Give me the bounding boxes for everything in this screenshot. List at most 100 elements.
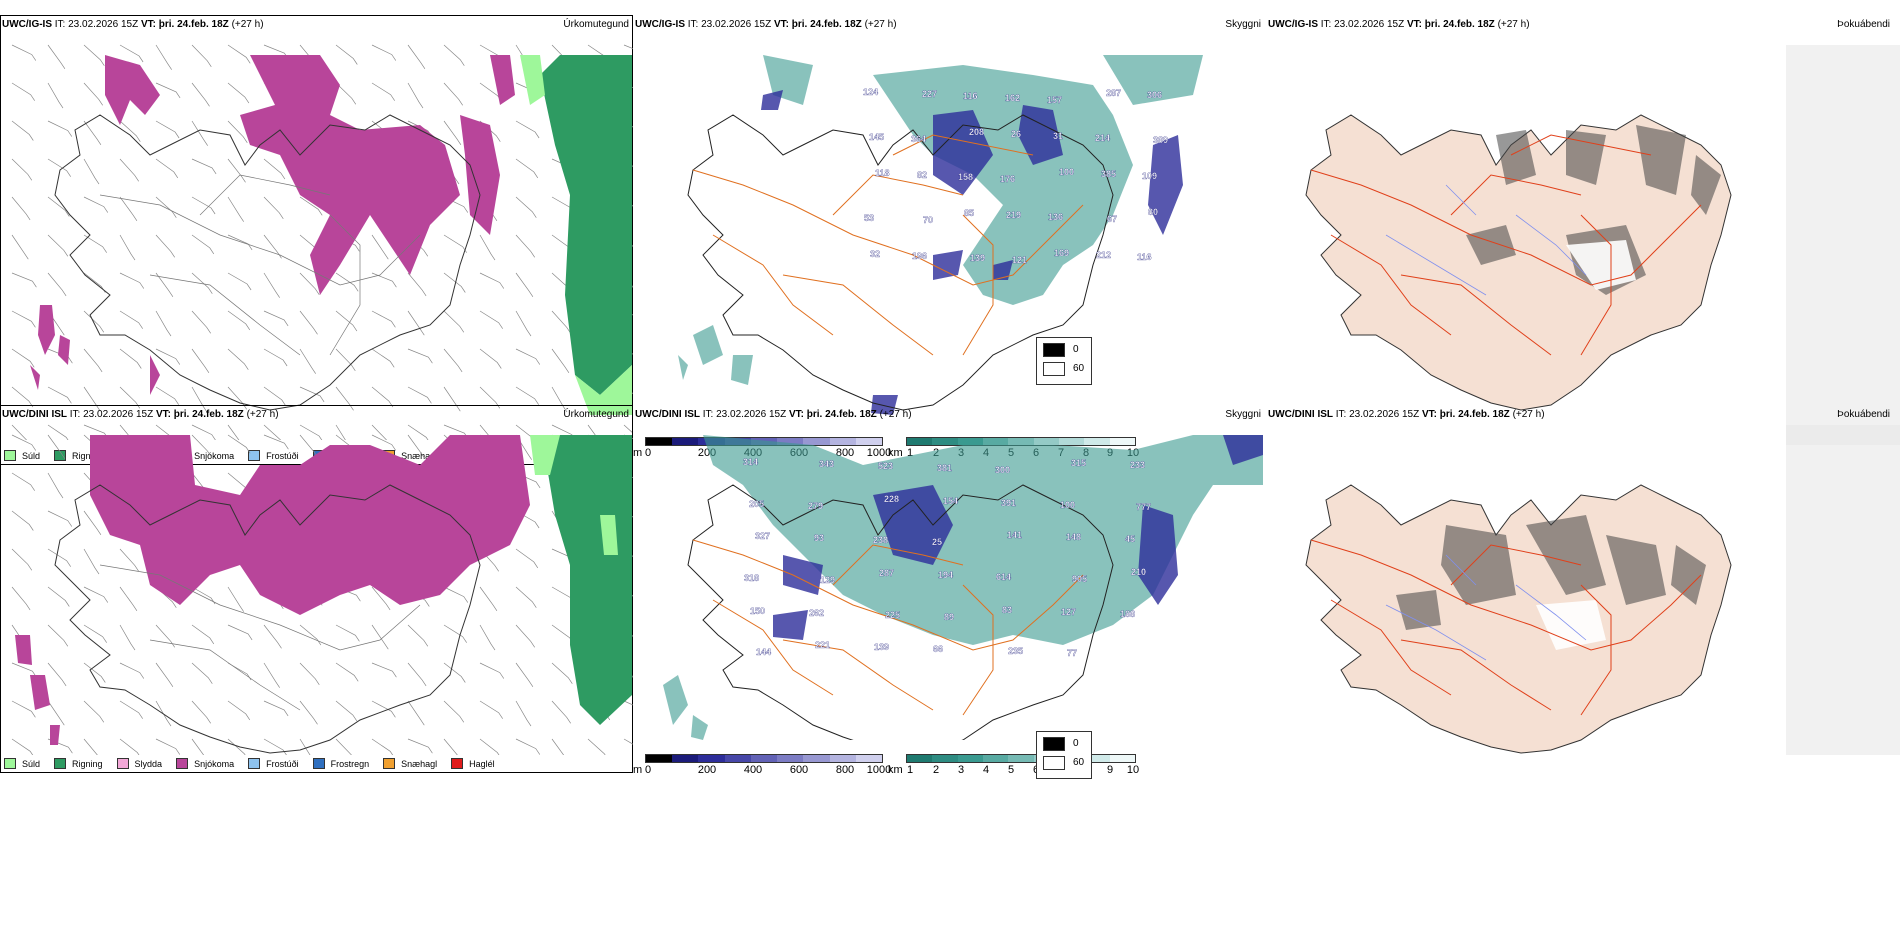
road-network <box>692 134 1084 356</box>
wind-barb <box>443 386 461 412</box>
panel-title: Skyggni <box>1225 409 1261 420</box>
wind-barb <box>155 738 181 755</box>
visibility-unit: km <box>888 764 903 776</box>
wind-barb <box>11 234 29 260</box>
wind-barb <box>155 700 172 727</box>
ceiling-label: 129 <box>820 575 835 585</box>
wind-barb <box>443 82 463 106</box>
fog-panel-top: UWC/IG-IS IT: 23.02.2026 15Z VT: þri. 24… <box>1266 15 1900 480</box>
wind-barb <box>191 738 205 755</box>
wind-barb <box>551 348 570 373</box>
ceiling-label: 225 <box>885 610 900 620</box>
wind-barb <box>263 738 287 755</box>
wind-barb <box>11 738 34 755</box>
wind-barb <box>191 624 215 645</box>
panel-title: Þokuábendi <box>1837 409 1890 420</box>
ceiling-label: 777 <box>1136 502 1151 512</box>
wind-barb <box>407 272 427 297</box>
legend-swatch <box>4 450 16 461</box>
wind-barb <box>83 158 100 185</box>
wind-barb <box>227 434 251 454</box>
ceiling-tick: 0 <box>644 764 652 776</box>
wind-barb <box>47 120 73 137</box>
panel-header: UWC/IG-IS IT: 23.02.2026 15Z VT: þri. 24… <box>2 19 264 30</box>
wind-barb <box>11 196 31 221</box>
wind-barb <box>335 662 359 682</box>
wind-barb <box>335 738 352 755</box>
legend-item: Haglél <box>451 758 495 769</box>
wind-barb <box>47 700 65 726</box>
wind-barb <box>119 624 136 651</box>
wind-barb <box>371 586 391 611</box>
wind-barb <box>371 272 397 288</box>
wind-barb <box>11 120 34 141</box>
wind-barb <box>119 234 136 261</box>
ceiling-label: 238 <box>873 535 888 545</box>
wind-barb <box>263 662 280 688</box>
wind-barb <box>227 624 253 641</box>
wind-barb <box>443 700 465 723</box>
wind-barb <box>47 586 70 607</box>
ceiling-label: 196 <box>912 251 927 261</box>
ceiling-label: 210 <box>1131 567 1146 577</box>
wind-barb <box>155 120 180 139</box>
wind-barb <box>551 310 571 334</box>
ceiling-label: 158 <box>958 172 973 182</box>
river-network <box>1385 554 1587 661</box>
wind-barb <box>227 662 252 681</box>
wind-barb <box>47 434 66 459</box>
wind-barb <box>155 272 174 297</box>
wind-barb <box>479 310 503 329</box>
ceiling-label: 136 <box>1048 212 1063 222</box>
wind-barb <box>11 272 37 288</box>
iceland-land <box>1305 114 1732 411</box>
ceiling-label: 127 <box>1061 607 1076 617</box>
ceiling-label: 306 <box>1147 90 1162 100</box>
wind-barb <box>191 424 216 440</box>
ceiling-label: 141 <box>1007 530 1022 540</box>
legend-item: Snæhagl <box>383 758 437 769</box>
ceiling-label: 116 <box>963 91 978 101</box>
wind-barb <box>587 738 606 755</box>
legend-swatch <box>312 758 325 769</box>
wind-barb <box>119 158 139 182</box>
ceiling-label: 169 <box>1054 248 1069 258</box>
wind-barb <box>515 158 539 179</box>
wind-barb <box>407 700 425 726</box>
ceiling-label: 221 <box>815 640 830 650</box>
wind-barb <box>335 272 359 292</box>
precip-panel-bottom: UWC/DINI ISL IT: 23.02.2026 15Z VT: þri.… <box>0 405 633 773</box>
ceiling-label: 262 <box>809 608 824 618</box>
fog-legend-label: 0 <box>1073 344 1079 355</box>
wind-barb <box>407 624 429 647</box>
visibility-tick: 5 <box>1007 764 1015 776</box>
wind-barb <box>479 386 501 409</box>
ceiling-label: 100 <box>1059 167 1074 177</box>
ceiling-label: 145 <box>869 132 884 142</box>
panel-header: UWC/IG-IS IT: 23.02.2026 15Z VT: þri. 24… <box>1268 19 1530 30</box>
wind-barb <box>443 662 466 683</box>
wind-barb <box>299 272 320 295</box>
wind-barb <box>299 196 323 216</box>
ceiling-label: 905 <box>1072 574 1087 584</box>
wind-barb <box>263 386 287 407</box>
ceiling-tick: 200 <box>697 764 717 776</box>
ceiling-label: 391 <box>1001 498 1016 508</box>
wind-barb <box>227 586 244 612</box>
wind-barb <box>479 424 493 440</box>
wind-barb <box>47 472 64 499</box>
wind-barb <box>479 234 496 261</box>
wind-barb <box>191 44 212 67</box>
wind-barb <box>11 434 37 451</box>
wind-barb <box>335 700 358 722</box>
ceiling-tick: 800 <box>835 764 855 776</box>
visibility-tick: 10 <box>1126 764 1140 776</box>
wind-barb <box>407 424 429 440</box>
wind-barb <box>263 424 281 440</box>
wind-barb <box>407 82 424 109</box>
ceiling-label: 188 <box>1120 609 1135 619</box>
wind-barb <box>335 624 360 642</box>
ceiling-label: 45 <box>1125 534 1135 544</box>
visibility-tick: 1 <box>906 764 914 776</box>
wind-barb <box>407 662 427 687</box>
